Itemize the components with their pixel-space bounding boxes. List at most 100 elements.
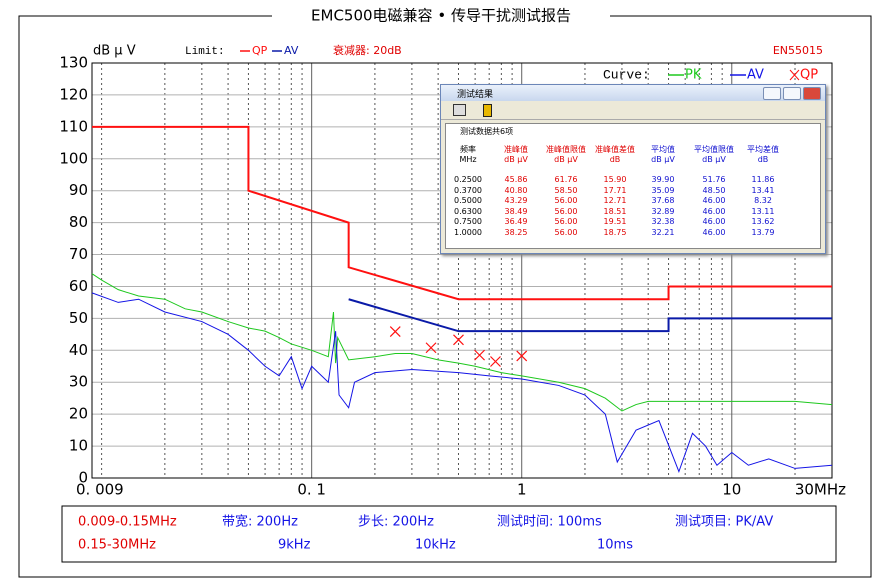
- footer-text: 10ms: [597, 538, 633, 553]
- table-cell: 0.2500: [454, 175, 482, 184]
- table-cell: 56.00: [554, 217, 578, 226]
- footer-text: 带宽: 200Hz: [222, 514, 298, 530]
- qp-marker: [474, 349, 485, 361]
- print-button[interactable]: [453, 104, 466, 116]
- x-tick-label: 30MHz: [795, 481, 846, 499]
- table-cell: 19.51: [603, 217, 627, 226]
- table-cell: 15.90: [603, 175, 627, 184]
- footer-text: 10kHz: [415, 538, 456, 553]
- table-cell: 12.71: [603, 196, 627, 205]
- table-cell: 13.11: [751, 206, 775, 216]
- y-tick-label: 30: [69, 373, 88, 391]
- chart-title: EMC500电磁兼容 • 传导干扰测试报告: [311, 7, 571, 25]
- y-tick-label: 130: [59, 54, 88, 72]
- qp-marker: [453, 334, 464, 346]
- minimize-button[interactable]: [763, 87, 781, 100]
- footer-text: 9kHz: [278, 538, 311, 553]
- dialog-title: 测试结果: [457, 89, 494, 100]
- footer-text: 0.15-30MHz: [78, 538, 156, 553]
- column-unit: dB μV: [702, 155, 726, 164]
- table-cell: 46.00: [702, 196, 726, 205]
- y-tick-label: 20: [69, 405, 88, 423]
- column-unit: dB: [757, 155, 769, 164]
- legend-label: QP: [800, 68, 818, 83]
- legend-label: QP: [252, 44, 268, 57]
- table-cell: 39.90: [651, 175, 675, 184]
- table-cell: 0.5000: [454, 196, 482, 205]
- table-cell: 46.00: [702, 217, 726, 226]
- table-cell: 13.41: [751, 185, 775, 195]
- y-label: dB μ V: [93, 44, 136, 59]
- table-cell: 37.68: [651, 196, 675, 205]
- y-tick-label: 10: [69, 437, 88, 455]
- table-cell: 0.3700: [454, 185, 482, 195]
- x-tick-label: 0. 1: [297, 481, 326, 499]
- column-header: 准峰值限值: [546, 145, 586, 154]
- annotation: 衰减器: 20dB: [333, 43, 402, 57]
- table-cell: 0.6300: [454, 206, 482, 216]
- qp-marker: [389, 326, 401, 338]
- legend-title: Curve:: [603, 67, 650, 82]
- trace-line: [91, 292, 833, 474]
- table-cell: 48.50: [702, 185, 726, 195]
- column-header: 准峰值差值: [595, 145, 635, 154]
- table-cell: 13.62: [751, 217, 775, 226]
- table-cell: 32.38: [651, 217, 675, 226]
- column-header: 准峰值: [504, 145, 528, 154]
- trace-line: [91, 273, 833, 412]
- y-tick-label: 0: [78, 469, 88, 487]
- annotation: EN55015: [773, 44, 823, 57]
- footer-text: 0.009-0.15MHz: [78, 515, 177, 530]
- table-cell: 32.89: [651, 206, 675, 216]
- toolbar: [441, 101, 825, 120]
- maximize-button[interactable]: [783, 87, 801, 100]
- y-tick-label: 70: [69, 245, 88, 263]
- table-cell: 1.0000: [454, 227, 482, 237]
- footer-text: 测试项目: PK/AV: [675, 515, 773, 530]
- legend-label: AV: [747, 68, 764, 83]
- result-panel: 测试数据共6项 频率 MHz 准峰值 dB μV 准峰值限值 dB μV 准峰值差值 dB 平均…: [445, 123, 821, 249]
- y-tick-label: 40: [69, 341, 88, 359]
- y-tick-label: 60: [69, 277, 88, 295]
- y-tick-label: 50: [69, 309, 88, 327]
- exit-button[interactable]: [483, 104, 492, 117]
- table-cell: 56.00: [554, 206, 578, 216]
- limit-line: [92, 125, 832, 301]
- y-tick-label: 80: [69, 213, 88, 231]
- table-cell: 35.09: [651, 185, 675, 195]
- table-cell: 18.51: [603, 206, 627, 216]
- table-cell: 51.76: [702, 175, 726, 184]
- limit-line: [348, 298, 832, 333]
- limit-legend-title: Limit:: [185, 46, 225, 58]
- legend-label: PK: [685, 68, 702, 83]
- column-unit: MHz: [459, 155, 477, 164]
- table-cell: 56.00: [554, 196, 578, 205]
- column-unit: dB: [609, 155, 621, 164]
- column-header: 平均差值: [747, 145, 779, 154]
- table-cell: 46.00: [702, 227, 726, 237]
- table-cell: 56.00: [554, 227, 578, 237]
- table-cell: 38.25: [504, 227, 528, 237]
- x-tick-label: 10: [722, 481, 741, 499]
- title-bg: [272, 6, 610, 26]
- column-unit: dB μV: [651, 155, 675, 164]
- close-button[interactable]: [803, 87, 821, 100]
- table-cell: 11.86: [751, 175, 775, 184]
- table-cell: 8.32: [754, 196, 772, 205]
- qp-marker: [490, 356, 501, 367]
- table-cell: 61.76: [554, 175, 578, 184]
- legend-label: AV: [284, 44, 299, 57]
- dialog-titlebar: 测试结果: [441, 85, 825, 101]
- table-cell: 0.7500: [454, 217, 482, 226]
- column-header: 平均值: [651, 145, 675, 154]
- table-cell: 58.50: [554, 185, 578, 195]
- summary: 测试数据共6项: [460, 127, 514, 136]
- column-unit: dB μV: [554, 155, 578, 164]
- table-cell: 18.75: [603, 227, 627, 237]
- x-tick-label: 0. 009: [76, 481, 124, 499]
- footer-text: 步长: 200Hz: [358, 515, 434, 530]
- table-cell: 32.21: [651, 227, 675, 237]
- table-cell: 13.79: [751, 227, 775, 237]
